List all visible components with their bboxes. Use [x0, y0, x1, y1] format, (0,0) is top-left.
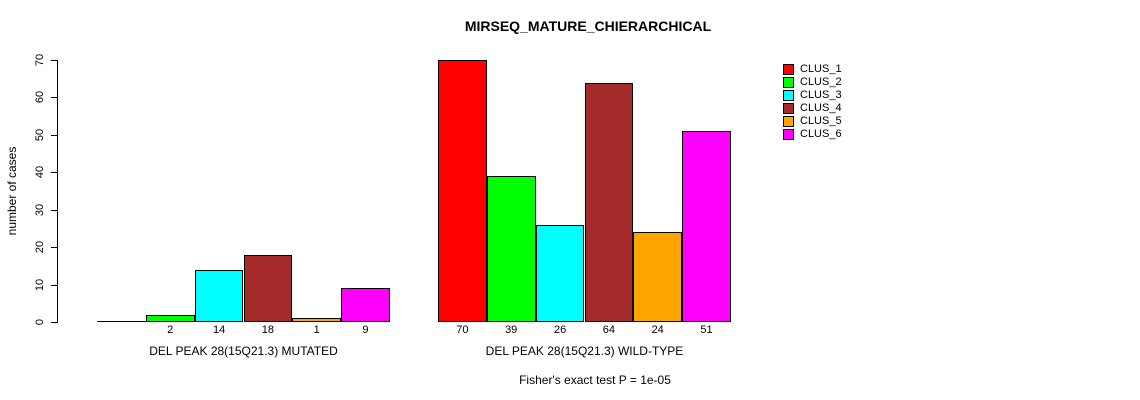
bar-value-label: 64: [602, 324, 616, 336]
y-tick: [51, 60, 58, 61]
bar-clus_1: [97, 321, 146, 322]
legend-item: CLUS_2: [783, 76, 842, 89]
bar-clus_2: [486, 176, 536, 322]
group-label-mutated: DEL PEAK 28(15Q21.3) MUTATED: [149, 344, 338, 358]
y-tick-label: 0: [34, 318, 46, 326]
legend-swatch: [783, 103, 794, 114]
legend-item: CLUS_5: [783, 115, 842, 128]
legend-item: CLUS_3: [783, 89, 842, 102]
legend-swatch: [783, 129, 794, 140]
legend-swatch: [783, 64, 794, 75]
bar-value-label: 14: [212, 324, 226, 336]
legend-swatch: [783, 116, 794, 127]
y-tick: [51, 247, 58, 249]
bar-value-label: 1: [313, 324, 320, 336]
chart-title: MIRSEQ_MATURE_CHIERARCHICAL: [464, 18, 712, 34]
fisher-test-annotation: Fisher's exact test P = 1e-05: [519, 373, 671, 387]
y-axis-label: number of cases: [5, 146, 19, 236]
y-tick-label: 10: [34, 278, 46, 291]
bar-clus_5: [633, 232, 683, 322]
y-tick: [51, 97, 58, 99]
legend-label: CLUS_5: [800, 115, 842, 127]
y-tick-label: 50: [34, 128, 46, 142]
y-tick-label: 40: [34, 166, 46, 179]
y-tick: [51, 209, 58, 211]
y-tick: [51, 284, 58, 286]
bar-value-label: 18: [261, 324, 275, 336]
legend-label: CLUS_6: [800, 128, 842, 140]
y-tick-label: 60: [34, 91, 46, 104]
bar-value-label: 2: [167, 324, 174, 336]
bar-clus_3: [194, 269, 244, 322]
legend-item: CLUS_4: [783, 102, 842, 115]
y-axis-line: [57, 60, 58, 323]
bar-value-label: 26: [553, 324, 567, 336]
legend-item: CLUS_1: [783, 63, 842, 76]
y-tick-label: 30: [34, 203, 46, 216]
bar-clus_6: [682, 131, 731, 322]
y-tick: [51, 134, 58, 136]
legend-item: CLUS_6: [783, 128, 842, 141]
bar-clus_2: [145, 314, 195, 322]
bar-clus_4: [584, 82, 634, 322]
legend-swatch: [783, 77, 794, 88]
legend-label: CLUS_3: [800, 89, 842, 101]
bar-value-label: 70: [456, 324, 469, 336]
legend-swatch: [783, 90, 794, 101]
legend-label: CLUS_1: [800, 63, 842, 75]
bar-value-label: 39: [505, 324, 518, 336]
legend: CLUS_1 CLUS_2 CLUS_3 CLUS_4 CLUS_5 CLUS_6: [783, 63, 842, 141]
legend-label: CLUS_4: [800, 102, 842, 114]
bar-clus_5: [292, 318, 342, 322]
bar-value-label: 51: [700, 324, 713, 336]
group-label-wild-type: DEL PEAK 28(15Q21.3) WILD-TYPE: [485, 344, 684, 358]
y-tick: [51, 172, 58, 174]
legend-label: CLUS_2: [800, 76, 842, 88]
bar-value-label: 24: [651, 324, 664, 336]
bar-clus_1: [438, 60, 487, 322]
y-tick-label: 70: [34, 53, 46, 67]
bar-clus_3: [535, 224, 585, 322]
bar-clus_6: [341, 288, 390, 322]
bar-value-label: 9: [362, 324, 369, 336]
y-tick-label: 20: [34, 240, 46, 254]
y-tick: [51, 322, 58, 323]
bar-clus_4: [243, 254, 293, 322]
